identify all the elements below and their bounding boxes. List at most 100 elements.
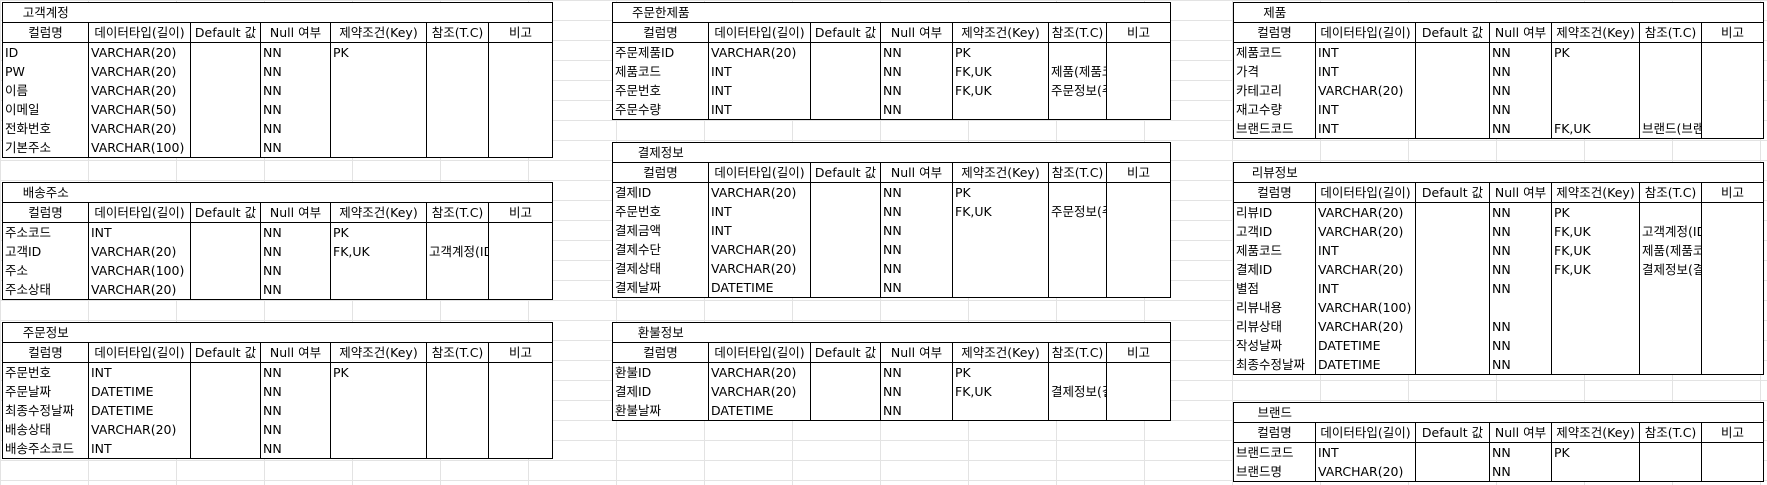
table-cell[interactable]: 배송주소코드 [2, 439, 89, 459]
table-cell[interactable]: INT [1315, 279, 1416, 298]
table-cell[interactable] [1701, 279, 1764, 298]
column-header[interactable]: 참조(T.C) [426, 202, 489, 223]
table-cell[interactable] [426, 119, 489, 138]
table-cell[interactable]: NN [260, 280, 331, 300]
table-cell[interactable]: 환불날짜 [612, 401, 709, 421]
table-cell[interactable] [810, 401, 881, 421]
column-header[interactable]: Null 여부 [1489, 22, 1552, 43]
table-title[interactable]: 고객계정 [2, 2, 89, 23]
table-cell[interactable]: PK [330, 362, 427, 382]
table-cell[interactable]: PW [2, 62, 89, 81]
table-cell[interactable]: NN [260, 401, 331, 420]
table-cell[interactable] [1639, 317, 1702, 336]
table-cell[interactable] [1415, 462, 1490, 482]
table-cell[interactable]: NN [1489, 119, 1552, 139]
table-cell[interactable]: FK,UK [1551, 222, 1640, 241]
table-cell[interactable]: NN [880, 42, 953, 62]
column-header[interactable]: 컬럼명 [612, 162, 709, 183]
table-cell[interactable] [810, 221, 881, 240]
table-cell[interactable]: DATETIME [708, 278, 811, 298]
column-header[interactable]: 데이터타입(길이) [1315, 182, 1416, 203]
column-header[interactable]: Null 여부 [1489, 422, 1552, 443]
column-header[interactable]: Null 여부 [260, 202, 331, 223]
table-cell[interactable]: INT [1315, 62, 1416, 81]
table-cell[interactable] [1415, 279, 1490, 298]
table-cell[interactable] [810, 362, 881, 382]
table-cell[interactable]: 제품(제품코드) [1048, 62, 1107, 81]
table-cell[interactable]: PK [952, 362, 1049, 382]
table-cell[interactable] [1106, 240, 1171, 259]
table-cell[interactable] [426, 81, 489, 100]
table-cell[interactable] [1551, 336, 1640, 355]
column-header[interactable]: 데이터타입(길이) [1315, 22, 1416, 43]
table-cell[interactable]: NN [1489, 260, 1552, 279]
table-cell[interactable] [190, 401, 261, 420]
table-cell[interactable] [1639, 202, 1702, 222]
table-cell[interactable] [488, 119, 553, 138]
column-header[interactable]: 컬럼명 [2, 22, 89, 43]
table-cell[interactable] [426, 280, 489, 300]
table-cell[interactable]: NN [260, 261, 331, 280]
table-cell[interactable]: NN [880, 401, 953, 421]
table-cell[interactable]: VARCHAR(100) [88, 138, 191, 158]
table-title[interactable]: 결제정보 [612, 142, 709, 163]
table-cell[interactable] [1106, 382, 1171, 401]
table-cell[interactable]: VARCHAR(20) [1315, 202, 1416, 222]
table-cell[interactable]: PK [952, 42, 1049, 62]
table-cell[interactable]: INT [708, 62, 811, 81]
table-cell[interactable]: 리뷰ID [1233, 202, 1316, 222]
column-header[interactable]: 컬럼명 [2, 202, 89, 223]
table-cell[interactable]: INT [88, 362, 191, 382]
table-cell[interactable]: 주문제품ID [612, 42, 709, 62]
table-cell[interactable]: VARCHAR(20) [88, 280, 191, 300]
table-cell[interactable] [1106, 278, 1171, 298]
column-header[interactable]: 비고 [1701, 22, 1764, 43]
table-cell[interactable]: 고객계정(ID) [426, 242, 489, 261]
table-title[interactable]: 환불정보 [612, 322, 709, 343]
table-cell[interactable] [488, 261, 553, 280]
table-cell[interactable] [426, 420, 489, 439]
table-cell[interactable] [1106, 259, 1171, 278]
table-cell[interactable] [1551, 62, 1640, 81]
column-header[interactable]: 비고 [1106, 162, 1171, 183]
table-cell[interactable] [426, 261, 489, 280]
table-cell[interactable]: FK,UK [1551, 119, 1640, 139]
column-header[interactable]: 비고 [1106, 22, 1171, 43]
column-header[interactable]: 제약조건(Key) [952, 22, 1049, 43]
table-cell[interactable] [1701, 317, 1764, 336]
table-cell[interactable] [330, 280, 427, 300]
table-cell[interactable] [1415, 222, 1490, 241]
column-header[interactable]: Null 여부 [880, 162, 953, 183]
table-cell[interactable] [488, 382, 553, 401]
table-cell[interactable] [488, 62, 553, 81]
table-cell[interactable]: NN [1489, 355, 1552, 375]
table-cell[interactable]: NN [1489, 62, 1552, 81]
column-header[interactable]: Default 값 [1415, 182, 1490, 203]
table-title-fill[interactable] [1315, 402, 1764, 423]
table-cell[interactable] [1048, 259, 1107, 278]
table-cell[interactable]: PK [330, 222, 427, 242]
table-cell[interactable]: 결제ID [612, 382, 709, 401]
table-cell[interactable] [810, 259, 881, 278]
table-cell[interactable]: VARCHAR(20) [708, 42, 811, 62]
table-cell[interactable]: VARCHAR(20) [88, 119, 191, 138]
table-cell[interactable]: NN [260, 62, 331, 81]
table-cell[interactable] [1415, 317, 1490, 336]
table-cell[interactable] [1489, 298, 1552, 317]
table-cell[interactable] [1639, 42, 1702, 62]
table-cell[interactable] [1639, 336, 1702, 355]
table-cell[interactable]: INT [708, 202, 811, 221]
table-cell[interactable] [330, 81, 427, 100]
table-cell[interactable] [1415, 298, 1490, 317]
table-cell[interactable] [1106, 100, 1171, 120]
table-cell[interactable]: NN [880, 221, 953, 240]
table-cell[interactable]: NN [260, 119, 331, 138]
table-cell[interactable]: NN [880, 202, 953, 221]
column-header[interactable]: 데이터타입(길이) [708, 22, 811, 43]
table-cell[interactable] [1639, 279, 1702, 298]
table-cell[interactable] [426, 382, 489, 401]
table-cell[interactable] [426, 401, 489, 420]
table-cell[interactable] [1551, 100, 1640, 119]
table-cell[interactable] [1415, 202, 1490, 222]
table-cell[interactable] [330, 100, 427, 119]
